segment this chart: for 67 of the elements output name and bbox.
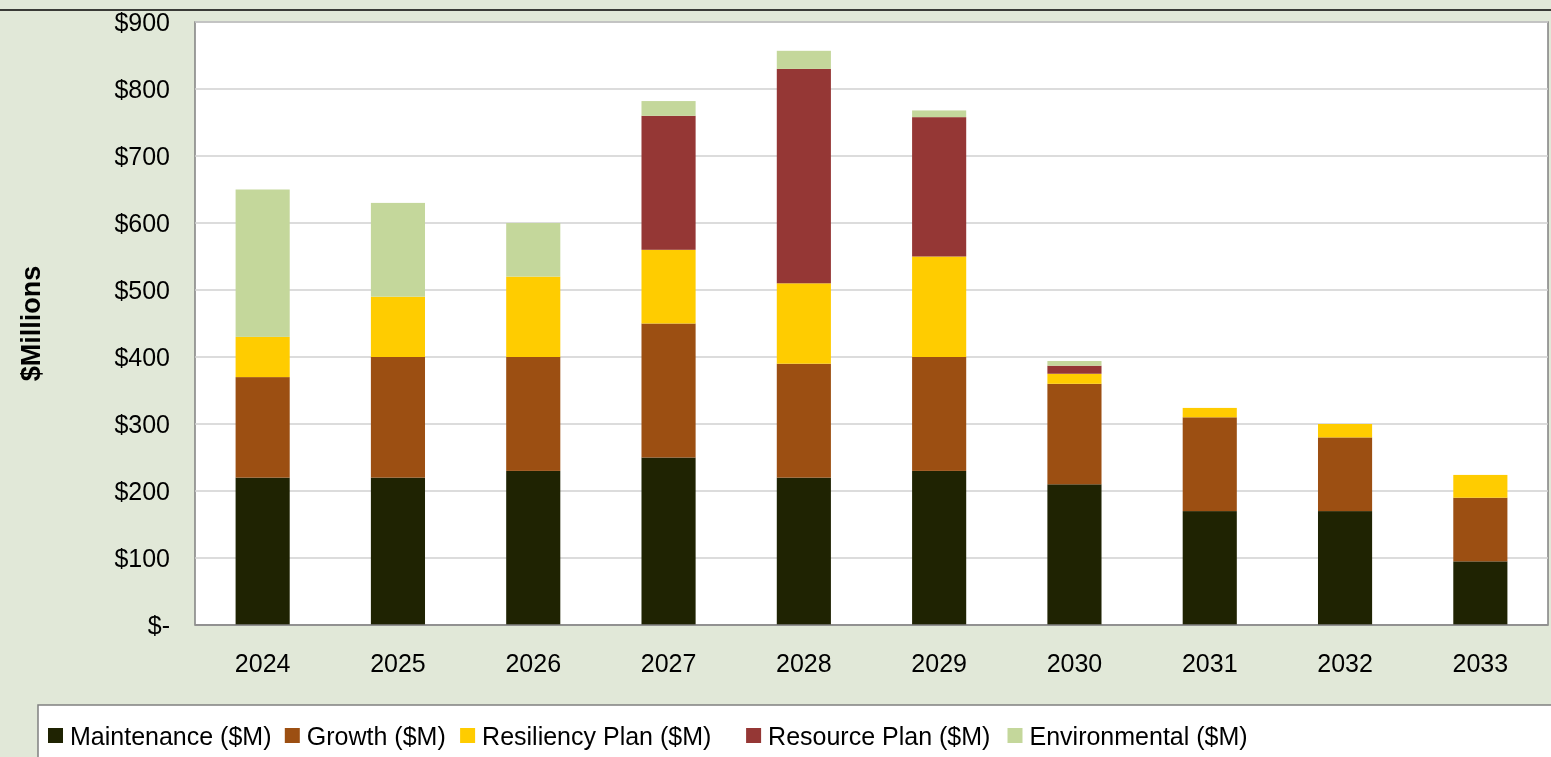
bar [641,249,696,324]
bar [370,357,426,478]
bar [912,470,967,625]
legend-label: Resource Plan ($M) [768,721,991,750]
bar [1453,497,1508,562]
bar [641,457,696,625]
y-tick-label: $- [147,610,170,639]
bar [1047,484,1102,625]
bar [776,283,831,364]
bar [641,115,696,250]
x-tick-label: 2030 [1046,649,1103,677]
bar [235,336,290,378]
y-tick-label: $400 [114,342,170,371]
bar [370,296,426,357]
bar [641,323,696,458]
x-tick-label: 2028 [776,649,832,677]
bar [1182,511,1237,625]
y-tick-label: $800 [114,74,170,103]
bar [1047,365,1102,374]
y-tick-label: $700 [114,141,170,170]
x-tick-label: 2025 [370,649,426,677]
legend-label: Resiliency Plan ($M) [482,721,712,750]
x-tick-label: 2033 [1452,649,1509,677]
x-tick-label: 2024 [234,649,291,677]
bar [776,50,831,69]
bar [370,202,426,297]
y-tick-label: $900 [114,7,170,36]
bar [1047,373,1102,384]
legend-label: Maintenance ($M) [70,721,272,750]
bar [776,477,831,625]
y-tick-label: $500 [114,275,170,304]
bar [1453,561,1508,625]
bar [235,477,290,625]
bar [1047,383,1102,485]
bar [235,377,290,478]
bar [370,477,426,625]
bar [506,223,561,277]
y-tick-label: $600 [114,208,170,237]
bar [912,117,967,257]
x-tick-label: 2031 [1181,649,1238,677]
bar [1047,361,1102,366]
bar [1317,437,1373,512]
bar [776,363,831,478]
bar [1453,474,1508,498]
bar [912,256,967,357]
bar [776,68,831,284]
bar [641,101,696,116]
bar [506,470,561,625]
y-axis-title: $Millions [16,265,46,382]
x-tick-label: 2029 [911,649,967,677]
bar [912,110,967,118]
bar [1317,424,1373,438]
bar [1317,511,1373,625]
legend-label: Growth ($M) [306,721,446,750]
x-tick-label: 2026 [505,649,562,677]
bar [1182,417,1237,512]
x-tick-label: 2027 [640,649,697,677]
bar [912,357,967,471]
y-tick-label: $300 [114,409,170,438]
x-tick-label: 2032 [1317,649,1373,677]
legend-label: Environmental ($M) [1029,721,1248,750]
y-tick-label: $100 [114,543,170,572]
bar [1182,407,1237,418]
bar [506,276,561,357]
bar [235,189,290,337]
y-tick-label: $200 [114,476,170,505]
bar [506,357,561,471]
